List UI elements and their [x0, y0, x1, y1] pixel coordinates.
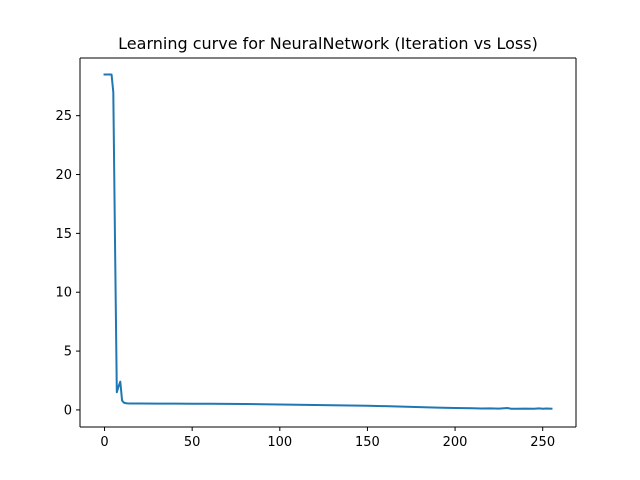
x-tick-label: 250 — [530, 435, 555, 450]
x-tick-label: 50 — [184, 435, 201, 450]
y-tick-label: 15 — [55, 227, 72, 242]
y-tick-label: 25 — [55, 109, 72, 124]
chart-title: Learning curve for NeuralNetwork (Iterat… — [118, 34, 538, 53]
x-tick-label: 150 — [355, 435, 380, 450]
series-line — [103, 73, 553, 410]
y-tick-label: 10 — [55, 286, 72, 301]
x-tick-label: 0 — [100, 435, 108, 450]
plot-area: 0 50 100 150 200 250 0 5 10 15 20 25 — [55, 57, 577, 450]
x-tick-label: 200 — [443, 435, 468, 450]
y-tick-label: 0 — [64, 403, 72, 418]
y-tick-label: 20 — [55, 168, 72, 183]
x-tick-label: 100 — [267, 435, 292, 450]
y-tick-label: 5 — [64, 345, 72, 360]
